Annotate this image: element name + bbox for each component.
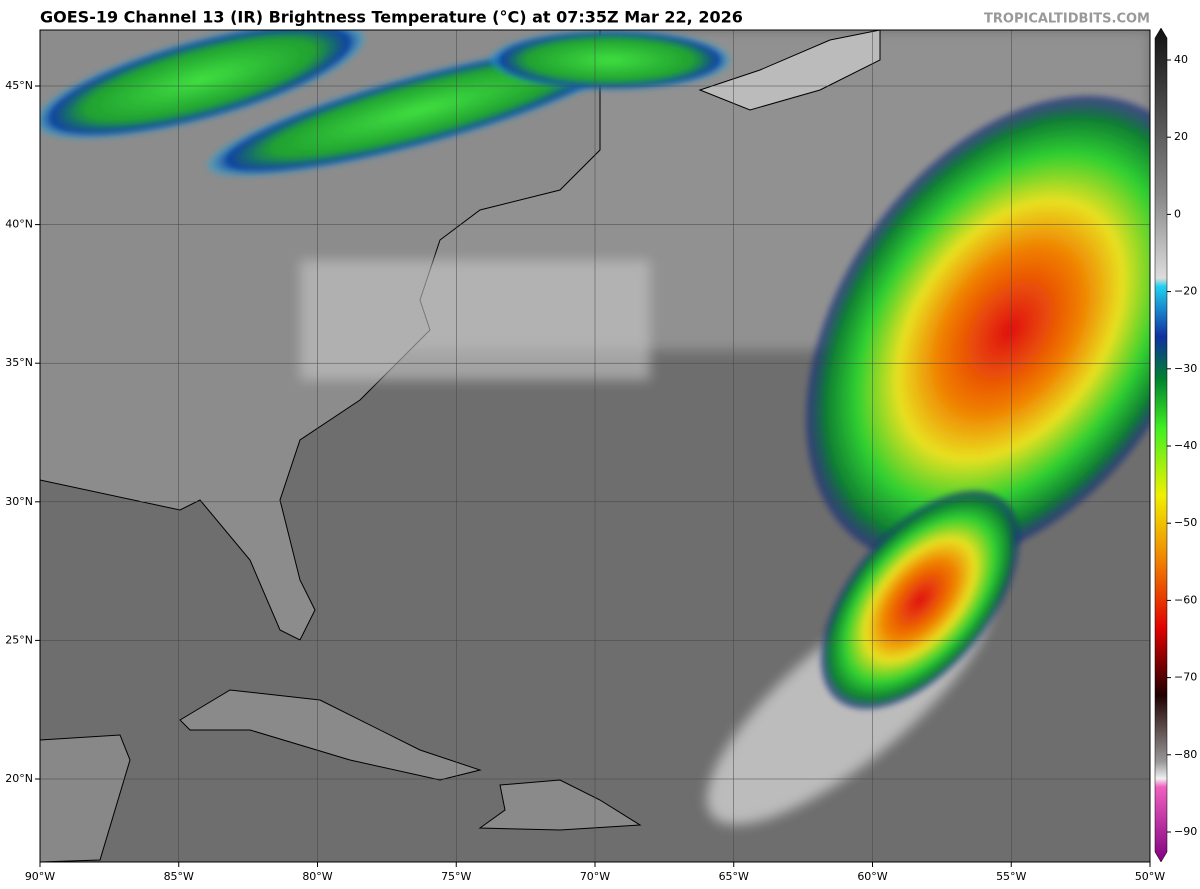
colorbar <box>1154 27 1168 863</box>
credit: TROPICALTIDBITS.COM <box>984 12 1150 27</box>
title: GOES-19 Channel 13 (IR) Brightness Tempe… <box>40 8 743 27</box>
lon-label: 75°W <box>441 870 471 883</box>
central-america <box>40 734 131 862</box>
lat-label: 30°N <box>5 495 33 508</box>
colorbar-label: −30 <box>1174 362 1197 375</box>
lon-label: 90°W <box>25 870 55 883</box>
cloud-cold-north <box>40 30 365 139</box>
lon-label: 85°W <box>164 870 194 883</box>
lon-label: 65°W <box>719 870 749 883</box>
colorbar-label: −40 <box>1174 439 1197 452</box>
colorbar-label: −70 <box>1174 671 1197 684</box>
map-area <box>40 30 1150 862</box>
lat-label: 35°N <box>5 356 33 369</box>
graticule <box>40 30 1150 862</box>
convective-system <box>820 490 1020 710</box>
lon-label: 80°W <box>302 870 332 883</box>
convective-system <box>805 95 1150 565</box>
cloud-cold-north <box>490 30 730 90</box>
colorbar-label: −20 <box>1174 285 1197 298</box>
lat-label: 45°N <box>5 79 33 92</box>
lat-label: 40°N <box>5 218 33 231</box>
lon-label: 55°W <box>996 870 1026 883</box>
cloud-band <box>300 260 650 380</box>
colorbar-label: 20 <box>1174 130 1188 143</box>
hispaniola <box>478 779 642 831</box>
lat-label: 20°N <box>5 772 33 785</box>
colorbar-label: −90 <box>1174 825 1197 838</box>
maritimes <box>698 30 881 111</box>
lon-label: 70°W <box>580 870 610 883</box>
lon-label: 60°W <box>857 870 887 883</box>
colorbar-label: 40 <box>1174 53 1188 66</box>
colorbar-label: 0 <box>1174 207 1181 220</box>
colorbar-label: −60 <box>1174 593 1197 606</box>
cuba <box>179 689 482 781</box>
lon-label: 50°W <box>1135 870 1165 883</box>
lat-label: 25°N <box>5 633 33 646</box>
colorbar-label: −80 <box>1174 748 1197 761</box>
colorbar-label: −50 <box>1174 516 1197 529</box>
